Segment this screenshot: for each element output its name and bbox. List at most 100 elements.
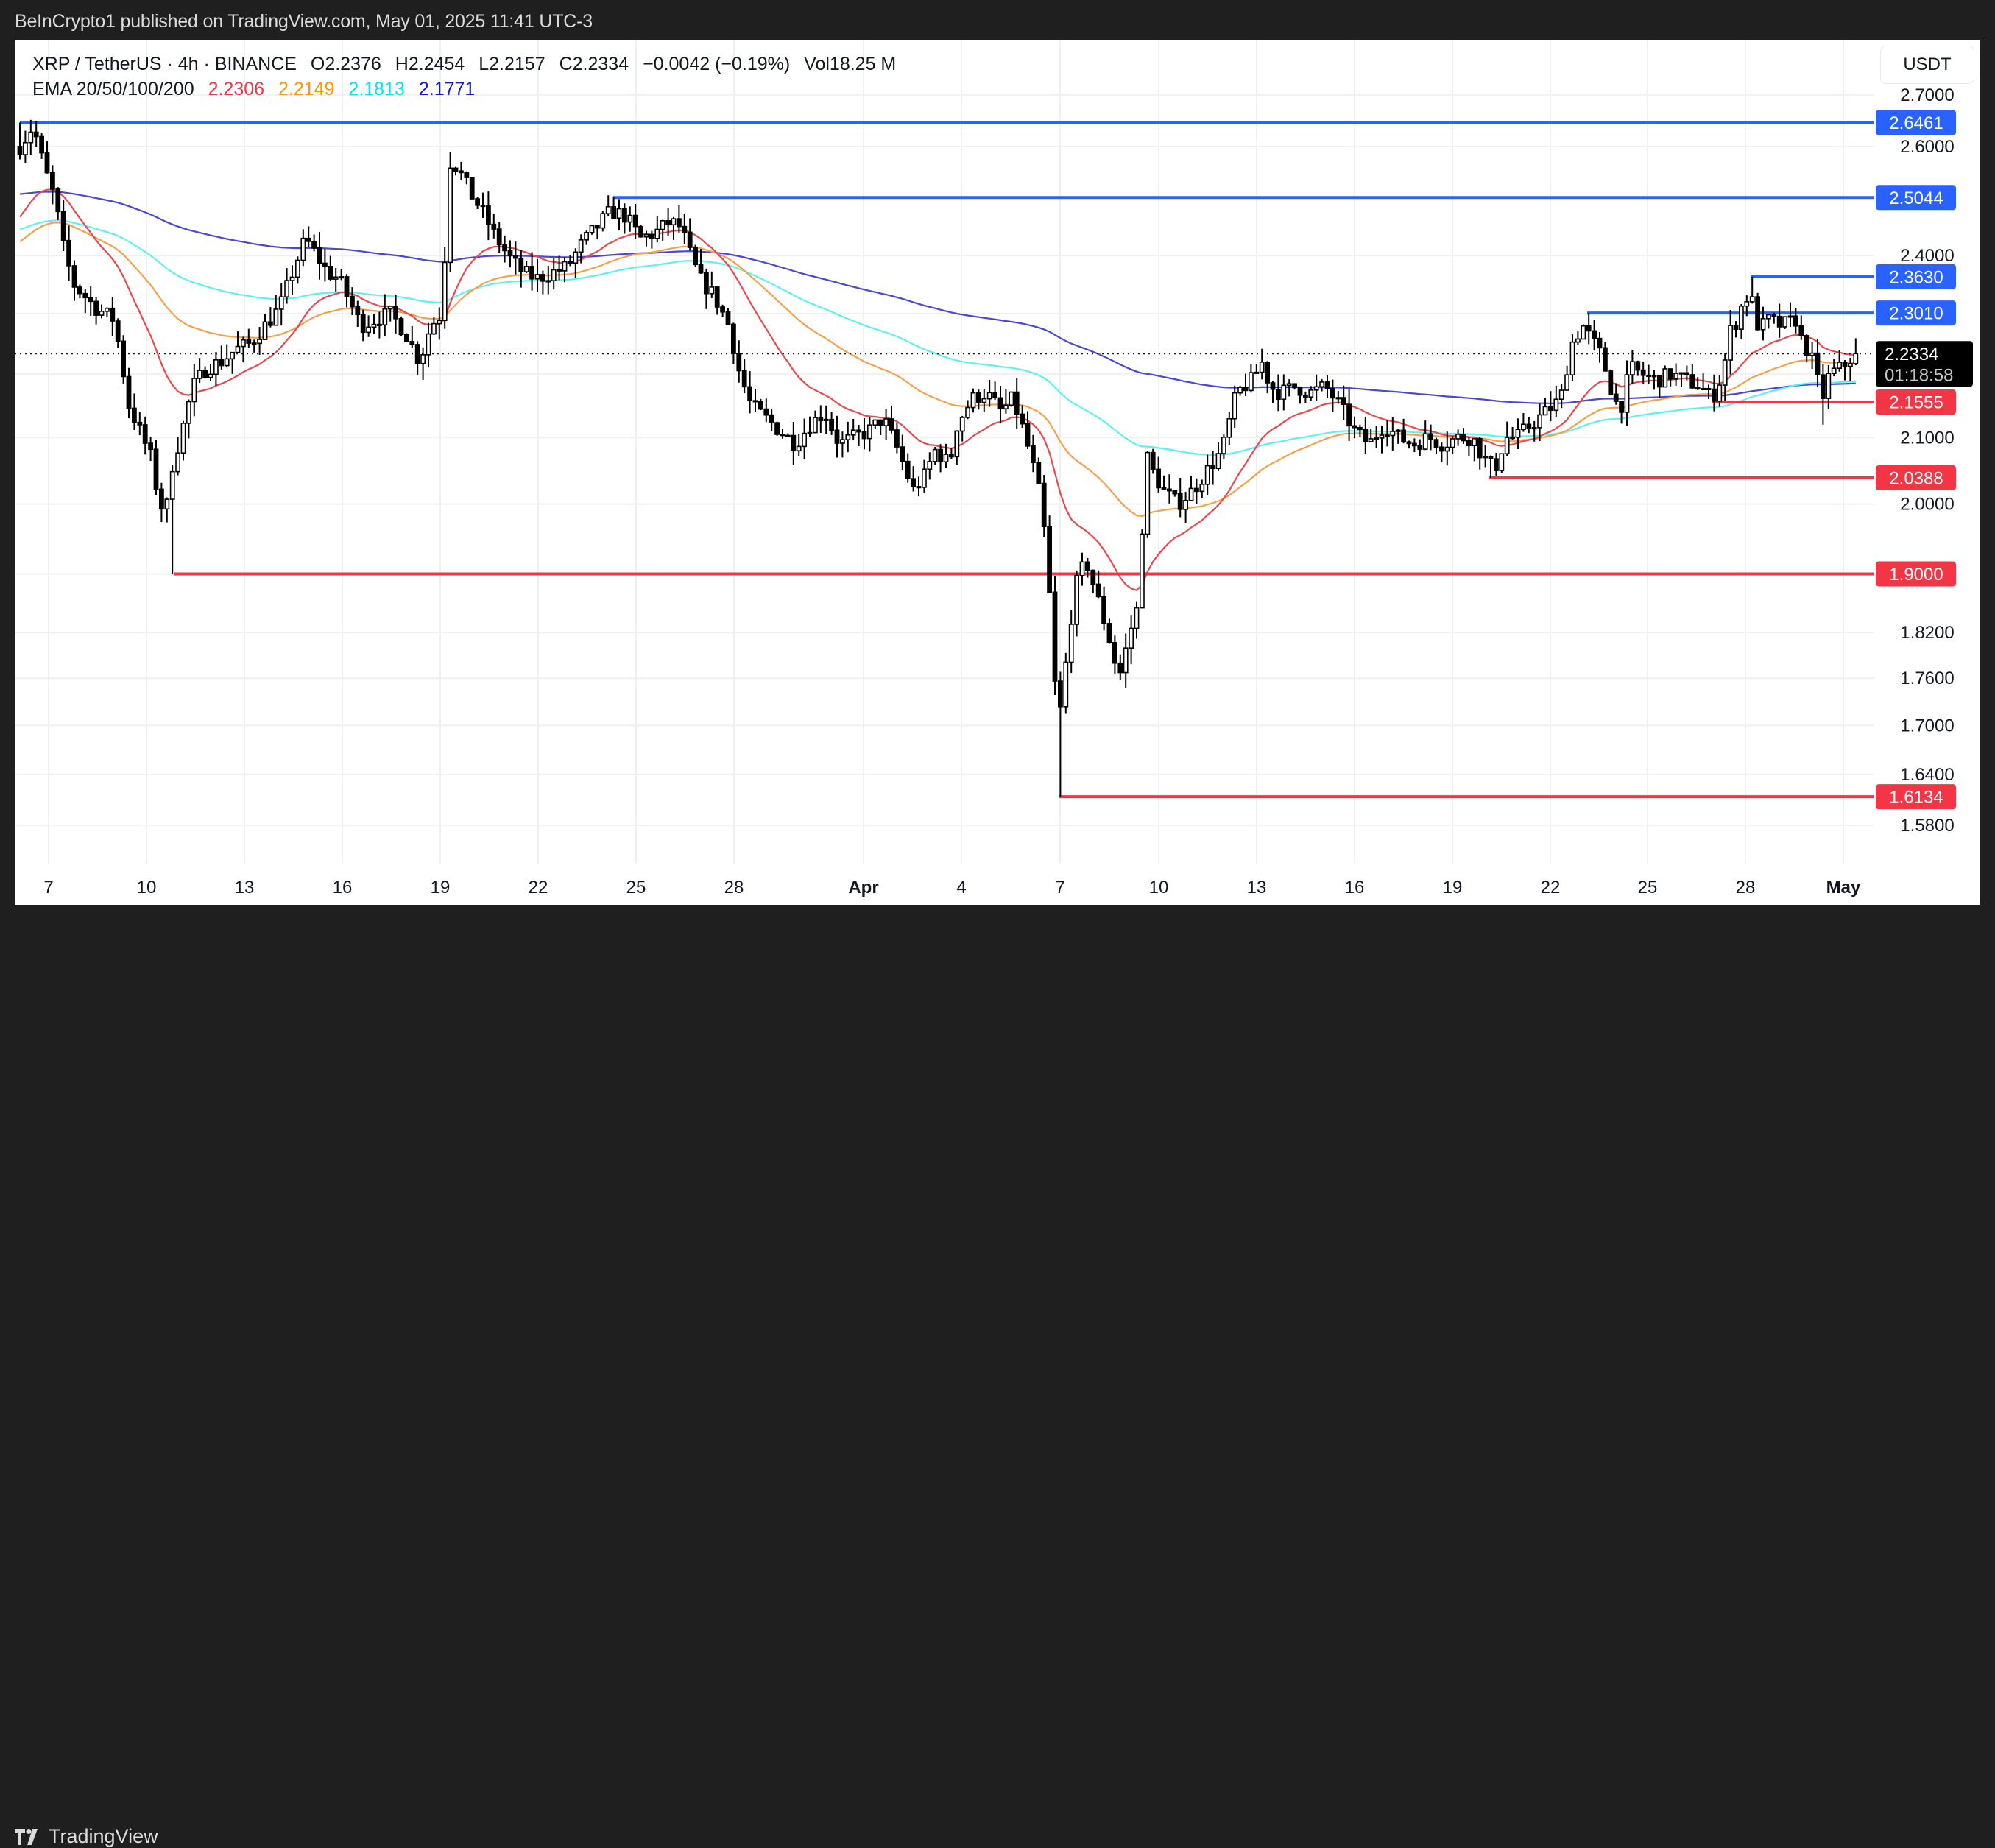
candle (545, 280, 551, 283)
candle (1363, 429, 1369, 442)
candle (426, 333, 431, 356)
candle (840, 439, 845, 444)
candle (1651, 375, 1657, 378)
candle (791, 434, 797, 452)
ema20-line (19, 188, 1856, 592)
candle (1678, 372, 1684, 375)
ema20-value: 2.2306 (208, 79, 265, 99)
ema50-value: 2.2149 (278, 79, 335, 99)
candle (1085, 561, 1090, 571)
price-tick: 1.5800 (1900, 816, 1954, 836)
candle (1564, 374, 1569, 391)
candle (458, 170, 464, 174)
high-value: H2.2454 (395, 54, 465, 74)
candle (153, 448, 159, 490)
candle (1662, 368, 1668, 388)
open-value: O2.2376 (310, 54, 381, 74)
time-tick: May (1826, 878, 1861, 897)
candle (1450, 438, 1455, 448)
candle (1292, 383, 1297, 389)
candle (1712, 388, 1717, 402)
candle (1167, 488, 1172, 492)
time-tick: 19 (1443, 878, 1463, 897)
candle (17, 146, 23, 155)
candle (1199, 484, 1205, 493)
candle (1569, 341, 1575, 376)
candle (251, 342, 257, 345)
candle (1439, 446, 1444, 452)
chart-legend: XRP / TetherUS · 4h · BINANCE O2.2376 H2… (32, 52, 905, 102)
candle (1014, 391, 1020, 415)
candle (235, 345, 241, 353)
candle (1188, 487, 1194, 501)
candle (1706, 387, 1712, 391)
candle (1537, 414, 1542, 429)
candle (922, 468, 927, 488)
candle (1297, 387, 1303, 396)
grid (15, 40, 1874, 864)
candle (349, 295, 355, 308)
candle (507, 250, 513, 256)
price-tick: 2.0000 (1900, 495, 1954, 515)
candle (475, 198, 480, 206)
candle (344, 276, 350, 297)
candle (616, 208, 622, 219)
candle (191, 378, 197, 403)
time-axis[interactable]: 7 10 13 16 19 22 25 28 Apr 4 7 10 13 16 19 22 25 28 May (43, 878, 1861, 897)
candle (1215, 453, 1221, 470)
ema-label[interactable]: EMA 20/50/100/200 (32, 79, 194, 99)
candle (1744, 301, 1750, 307)
time-tick: 7 (1055, 878, 1064, 897)
candle (371, 323, 377, 328)
candle (671, 218, 677, 226)
candle (562, 261, 568, 272)
candle (911, 478, 916, 487)
tradingview-logo[interactable]: TradingView (15, 1825, 158, 1848)
candle (992, 392, 998, 399)
candle (1172, 490, 1178, 495)
time-tick: 7 (43, 878, 53, 897)
symbol-title[interactable]: XRP / TetherUS · 4h · BINANCE (32, 54, 297, 74)
candle (1776, 315, 1782, 328)
currency-button[interactable]: USDT (1880, 46, 1974, 84)
candle (333, 276, 339, 280)
candle (366, 326, 371, 334)
candle (1341, 397, 1346, 406)
candle (1417, 445, 1423, 450)
candle (66, 239, 71, 267)
candle (1461, 434, 1466, 442)
candle (1526, 423, 1532, 429)
candle (1624, 374, 1630, 413)
candle (1150, 451, 1156, 470)
candle (306, 237, 311, 242)
candle (1406, 441, 1412, 445)
candle (900, 446, 905, 462)
candle (1477, 437, 1483, 459)
candle (894, 429, 900, 448)
candle (360, 314, 366, 334)
candle (1701, 387, 1706, 391)
candle (88, 297, 93, 303)
candle (540, 274, 545, 282)
candle (403, 334, 409, 342)
bar-countdown: 01:18:58 (1885, 365, 1953, 385)
candle (1308, 389, 1314, 398)
candle (638, 225, 643, 238)
candle (1640, 369, 1646, 376)
level-price-label (1876, 561, 1956, 587)
candle (1025, 423, 1031, 447)
volume-value: Vol18.25 M (804, 54, 897, 74)
candle (289, 276, 295, 281)
price-axis[interactable]: 2.7000 2.6000 2.4000 2.1000 2.0000 1.8200 1.76… (1876, 85, 1973, 836)
candle (1009, 391, 1014, 406)
candle (573, 251, 579, 264)
candle (986, 392, 992, 400)
price-chart[interactable]: 2.7000 2.6000 2.4000 2.1000 2.0000 1.8200 1.76… (0, 0, 1995, 957)
candle (1379, 434, 1385, 439)
candle (1313, 386, 1319, 391)
time-tick: 16 (1345, 878, 1365, 897)
candle (1281, 384, 1287, 401)
candle (224, 358, 230, 367)
candle (949, 454, 954, 458)
candle (818, 417, 824, 421)
